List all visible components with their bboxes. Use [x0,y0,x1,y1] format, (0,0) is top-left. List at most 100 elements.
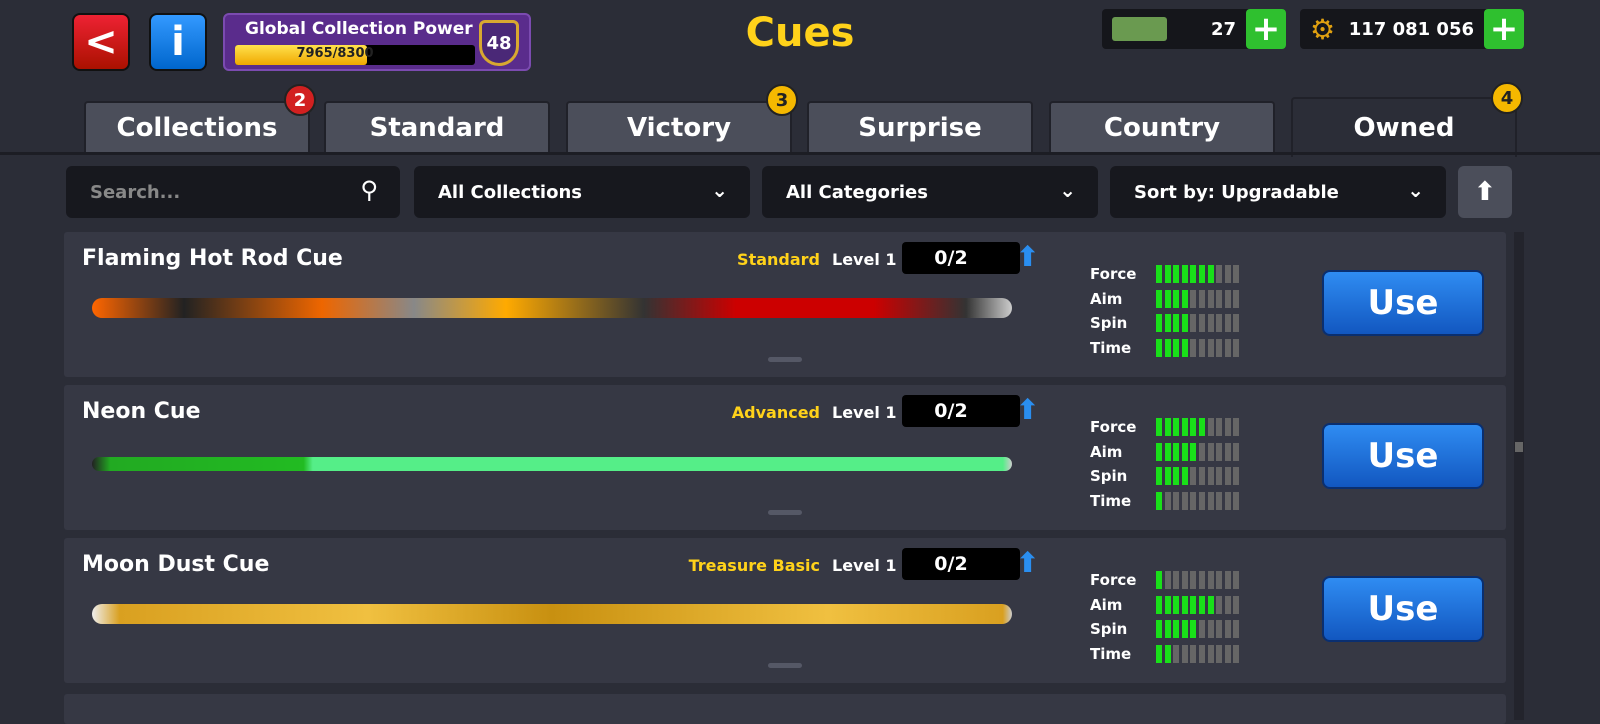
cash-icon [1112,17,1167,41]
stat-segment [1173,338,1180,357]
stat-segment [1224,491,1231,510]
stat-segment [1233,289,1240,308]
cue-image [92,604,1012,624]
stat-segment [1190,620,1197,639]
stat-segment [1216,595,1223,614]
stat-segment [1224,571,1231,590]
use-button[interactable]: Use [1322,576,1484,642]
cue-rarity: Treasure Basic [688,556,820,575]
stat-segment [1216,418,1223,437]
stat-segment [1156,467,1162,486]
collections-dropdown[interactable]: All Collections ⌄ [414,166,750,218]
stat-segment [1190,595,1197,614]
add-coins-button[interactable]: + [1484,9,1524,49]
categories-dropdown[interactable]: All Categories ⌄ [762,166,1098,218]
stat-segment [1216,467,1223,486]
stat-segment [1233,418,1240,437]
sort-direction-button[interactable]: ⬆ [1458,166,1512,218]
stat-segment [1190,265,1197,284]
cue-card: Neon Cue Advanced Level 1 0/2 ⬆ Force Aim… [64,385,1506,530]
stat-force: Force [1090,262,1242,287]
add-cash-button[interactable]: + [1246,9,1286,49]
tab-label: Owned [1353,113,1455,143]
stat-segment [1156,491,1162,510]
cue-card: Flaming Hot Rod Cue Standard Level 1 0/2… [64,232,1506,377]
page-title: Cues [745,10,855,56]
stat-label: Aim [1090,595,1123,614]
stat-segment [1156,644,1162,663]
stat-aim: Aim [1090,440,1242,465]
stat-segment [1173,418,1180,437]
use-button[interactable]: Use [1322,423,1484,489]
upgrade-arrow-icon[interactable]: ⬆ [1016,546,1040,579]
stat-segment [1173,491,1180,510]
stat-label: Force [1090,418,1137,437]
cue-image [92,457,1012,471]
back-button[interactable]: < [72,13,130,71]
stat-segment [1173,620,1180,639]
stat-segment [1156,571,1162,590]
stat-segment [1173,265,1180,284]
upgrade-arrow-icon[interactable]: ⬆ [1016,393,1040,426]
cash-balance: 27 + [1102,9,1286,49]
tab-collections[interactable]: Collections [84,101,310,152]
tab-standard[interactable]: Standard [324,101,550,152]
chevron-down-icon: ⌄ [1059,178,1076,202]
stat-segment [1173,571,1180,590]
stat-segment [1207,265,1214,284]
chevron-left-icon: < [84,19,118,65]
cue-level: Level 1 [832,403,897,422]
tab-country[interactable]: Country [1049,101,1275,152]
gcp-value: 7965/8300 [296,46,374,61]
expand-handle[interactable] [768,357,802,362]
cue-rarity: Standard [737,250,820,269]
expand-handle[interactable] [768,663,802,668]
stat-segment [1173,595,1180,614]
stat-segment [1233,644,1240,663]
tab-badge: 2 [284,84,316,116]
stat-segment [1198,338,1205,357]
upgrade-progress: 0/2 [902,548,1020,580]
stat-segment [1216,571,1223,590]
stat-force: Force [1090,568,1242,593]
tab-surprise[interactable]: Surprise [807,101,1033,152]
stat-segment [1216,620,1223,639]
expand-handle[interactable] [768,510,802,515]
stat-segment [1224,442,1231,461]
upgrade-progress: 0/2 [902,395,1020,427]
use-button[interactable]: Use [1322,270,1484,336]
stat-segment [1233,314,1240,333]
stat-segment [1207,338,1214,357]
stat-segment [1233,442,1240,461]
sort-dropdown[interactable]: Sort by: Upgradable ⌄ [1110,166,1446,218]
stat-spin: Spin [1090,311,1242,336]
tab-victory[interactable]: Victory [566,101,792,152]
info-button[interactable]: i [149,13,207,71]
upgrade-arrow-icon[interactable]: ⬆ [1016,240,1040,273]
cue-card: Moon Dust Cue Treasure Basic Level 1 0/2… [64,538,1506,683]
scrollbar[interactable] [1514,232,1524,720]
stat-segment [1207,491,1214,510]
stat-spin: Spin [1090,617,1242,642]
stat-segment [1164,491,1171,510]
stat-aim: Aim [1090,593,1242,618]
stat-segment [1164,265,1171,284]
stat-segment [1156,314,1162,333]
search-input[interactable]: Search... ⚲ [66,166,400,218]
stat-spin: Spin [1090,464,1242,489]
use-label: Use [1367,283,1439,323]
stat-segment [1207,571,1214,590]
stat-segment [1181,265,1188,284]
upgrade-progress: 0/2 [902,242,1020,274]
global-collection-power: Global Collection Power 7965/8300 48 [223,13,531,71]
stat-segment [1173,314,1180,333]
stat-segment [1224,418,1231,437]
stat-segment [1233,467,1240,486]
stat-segment [1164,289,1171,308]
stat-segment [1181,418,1188,437]
cue-image [92,298,1012,318]
coin-value: 117 081 056 [1348,18,1474,40]
stat-segment [1216,442,1223,461]
tab-owned[interactable]: Owned [1291,97,1517,157]
stat-segment [1207,644,1214,663]
